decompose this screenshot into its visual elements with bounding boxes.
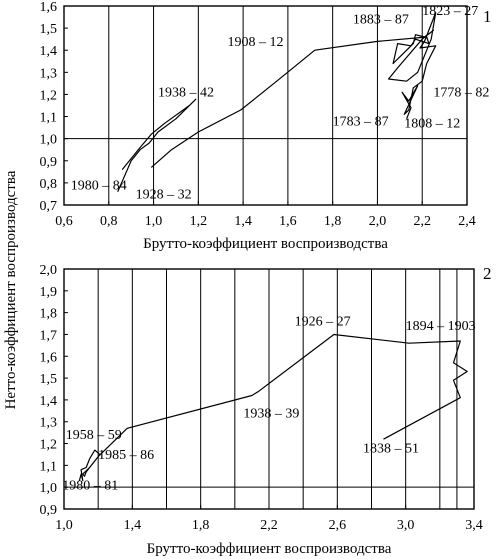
period-label: 1908 – 12 [227,35,283,50]
y-tick-label: 1,2 [40,438,58,453]
plot-frame [63,5,468,206]
x-tick-label: 0,8 [100,214,118,229]
x-tick-label: 2,4 [458,214,476,229]
x-tick-label: 2,2 [413,214,431,229]
period-label: 1980 – 81 [62,478,118,493]
x-tick-label: 1,6 [279,214,297,229]
y-axis-title: Нетто-коэффициент воспроизводства [3,170,19,409]
period-label: 1894 – 1903 [406,319,476,334]
y-tick-label: 1,0 [40,481,58,496]
period-label: 1778 – 82 [433,86,489,101]
panel-number: 2 [483,264,492,283]
x-tick-label: 2,6 [329,518,347,533]
period-label: 1938 – 39 [243,406,299,421]
y-tick-label: 0,7 [40,199,58,214]
series-line [121,105,190,170]
x-tick-label: 3,0 [397,518,415,533]
x-tick-label: 1,4 [234,214,252,229]
y-tick-label: 2,0 [40,263,58,278]
y-tick-label: 0,9 [40,503,58,518]
x-tick-label: 0,6 [55,214,73,229]
x-tick-label: 1,2 [190,214,208,229]
period-label: 1808 – 12 [404,117,460,132]
series-line [117,98,197,192]
x-tick-label: 1,0 [145,214,163,229]
y-tick-label: 1,5 [40,372,58,387]
period-label: 1980 – 84 [71,179,127,194]
period-label: 1838 – 51 [363,441,419,456]
y-tick-label: 1,4 [40,44,58,59]
y-tick-label: 1,0 [40,133,58,148]
panel-1: 0,6 0,8 1,0 1,2 1,4 1,6 1,8 2,0 2,2 2,4 0,7 0,8 0,9 1… [40,0,492,252]
period-label: 1926 – 27 [295,315,351,330]
x-tick-label: 1,4 [124,518,142,533]
y-tick-label: 1,8 [40,307,58,322]
y-tick-label: 1,9 [40,285,58,300]
period-label: 1985 – 86 [98,448,154,463]
y-tick-label: 0,9 [40,155,58,170]
y-tick-label: 1,2 [40,88,58,103]
period-label: 1928 – 32 [136,187,192,202]
x-tick-label: 3,4 [465,518,483,533]
panel-2: 1,0 1,4 1,8 2,2 2,6 3,0 3,40,91,01,11,21,31,41… [40,263,492,557]
y-tick-label: 1,7 [40,328,58,343]
y-tick-label: 1,5 [40,22,58,37]
period-label: 1938 – 42 [158,86,214,101]
y-tick-label: 1,6 [40,350,58,365]
x-tick-label: 1,0 [55,518,73,533]
panel-number: 1 [483,7,492,26]
x-tick-label: 2,2 [260,518,278,533]
y-tick-label: 1,1 [40,111,58,126]
y-tick-label: 1,4 [40,394,58,409]
x-tick-label: 1,8 [192,518,210,533]
y-tick-label: 0,8 [40,177,58,192]
period-label: 1823 – 27 [422,4,478,19]
x-tick-label: 2,0 [369,214,387,229]
series-line [150,12,437,168]
y-tick-label: 1,6 [40,0,58,15]
y-tick-label: 1,3 [40,416,58,431]
period-label: 1958 – 59 [66,428,122,443]
y-tick-label: 1,1 [40,459,58,474]
series-line [78,333,468,482]
period-label: 1883 – 87 [353,13,409,28]
x-axis-title: Брутто-коэффициент воспроизводства [147,541,392,557]
x-tick-label: 1,8 [324,214,342,229]
y-tick-label: 1,3 [40,66,58,81]
period-label: 1783 – 87 [333,114,389,129]
x-axis-title: Брутто-коэффициент воспроизводства [143,236,388,252]
